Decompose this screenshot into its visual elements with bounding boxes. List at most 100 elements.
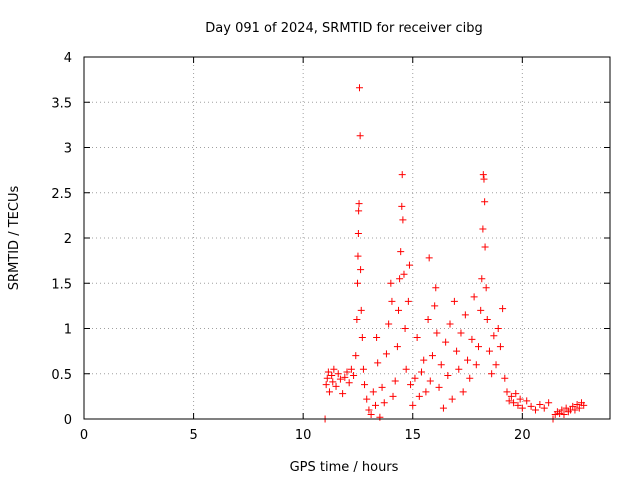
data-point bbox=[573, 401, 581, 409]
data-point bbox=[363, 395, 371, 403]
data-point bbox=[339, 390, 347, 398]
data-point bbox=[575, 404, 583, 412]
data-point bbox=[483, 315, 491, 323]
data-point bbox=[514, 401, 522, 409]
data-point bbox=[374, 359, 382, 367]
data-point bbox=[350, 372, 358, 380]
data-point bbox=[510, 399, 518, 407]
data-point bbox=[464, 356, 472, 364]
data-point bbox=[345, 379, 353, 387]
data-point bbox=[503, 388, 511, 396]
data-point bbox=[496, 343, 504, 351]
data-point bbox=[353, 315, 361, 323]
chart-title: Day 091 of 2024, SRMTID for receiver cib… bbox=[205, 21, 482, 36]
data-point bbox=[531, 406, 539, 414]
data-point bbox=[371, 401, 379, 409]
data-point bbox=[424, 315, 432, 323]
grid bbox=[84, 57, 610, 419]
data-point bbox=[399, 216, 407, 224]
data-point bbox=[418, 368, 426, 376]
data-point bbox=[401, 325, 409, 332]
data-point bbox=[329, 378, 337, 386]
data-point bbox=[523, 397, 531, 405]
data-point bbox=[330, 365, 338, 373]
axis-ticks bbox=[83, 56, 610, 420]
data-point bbox=[536, 401, 544, 409]
data-point bbox=[499, 305, 507, 313]
y-tick-label: 1.5 bbox=[51, 277, 72, 292]
data-point bbox=[478, 275, 486, 283]
y-tick-label: 1 bbox=[64, 323, 72, 338]
data-point bbox=[389, 392, 397, 400]
data-point bbox=[475, 343, 482, 351]
data-points bbox=[321, 84, 588, 423]
data-point bbox=[455, 365, 463, 373]
y-tick-label: 4 bbox=[64, 51, 72, 66]
data-point bbox=[472, 361, 480, 369]
data-point bbox=[365, 406, 373, 414]
x-tick-label: 15 bbox=[404, 428, 421, 443]
y-tick-label: 0 bbox=[64, 413, 72, 428]
data-point bbox=[435, 383, 443, 391]
data-point bbox=[501, 374, 509, 382]
data-point bbox=[357, 266, 365, 274]
data-point bbox=[556, 410, 564, 418]
y-tick-label: 3.5 bbox=[51, 96, 72, 111]
data-point bbox=[512, 390, 520, 398]
x-tick-label: 0 bbox=[80, 428, 88, 443]
data-point bbox=[562, 404, 570, 412]
x-tick-label: 20 bbox=[514, 428, 531, 443]
data-point bbox=[433, 329, 441, 337]
data-point bbox=[540, 404, 548, 412]
data-point bbox=[332, 382, 340, 390]
y-tick-label: 2.5 bbox=[51, 187, 72, 202]
data-point bbox=[354, 279, 362, 287]
data-point bbox=[385, 320, 393, 328]
data-point bbox=[459, 388, 467, 396]
data-point bbox=[580, 401, 588, 409]
data-point bbox=[325, 388, 333, 396]
data-point bbox=[398, 202, 406, 210]
data-point bbox=[378, 383, 386, 391]
plot-frame bbox=[83, 56, 611, 420]
data-point bbox=[569, 402, 577, 410]
x-tick-label: 5 bbox=[189, 428, 197, 443]
data-point bbox=[356, 132, 364, 140]
data-point bbox=[367, 410, 375, 418]
data-point bbox=[470, 293, 478, 301]
data-point bbox=[453, 347, 461, 355]
data-point bbox=[322, 381, 330, 389]
data-point bbox=[407, 381, 415, 389]
data-point bbox=[488, 370, 496, 378]
data-point bbox=[361, 381, 369, 389]
data-point bbox=[355, 200, 363, 208]
data-point bbox=[482, 284, 490, 292]
y-tick-label: 2 bbox=[64, 232, 72, 247]
data-point bbox=[373, 334, 381, 342]
data-point bbox=[387, 279, 395, 287]
data-point bbox=[323, 374, 331, 382]
data-point bbox=[461, 311, 469, 319]
data-point bbox=[444, 372, 452, 380]
data-point bbox=[400, 270, 408, 278]
data-point bbox=[527, 402, 535, 410]
data-point bbox=[369, 388, 377, 396]
data-point bbox=[415, 392, 423, 400]
data-point bbox=[404, 297, 412, 305]
data-point bbox=[343, 368, 351, 376]
data-point bbox=[396, 275, 404, 283]
data-point bbox=[516, 395, 524, 403]
data-point bbox=[507, 392, 515, 400]
data-point bbox=[485, 347, 493, 355]
data-point bbox=[422, 388, 430, 396]
data-point bbox=[560, 410, 568, 418]
data-point bbox=[442, 338, 450, 346]
data-point bbox=[468, 335, 476, 343]
data-point bbox=[352, 352, 360, 360]
data-point bbox=[481, 243, 489, 251]
data-point bbox=[409, 401, 417, 409]
y-tick-label: 0.5 bbox=[51, 368, 72, 383]
data-point bbox=[359, 365, 367, 373]
tick-labels: 0 5 10 15 20 0 0.5 1 1.5 2 2.5 3 3.5 4 bbox=[51, 51, 530, 443]
